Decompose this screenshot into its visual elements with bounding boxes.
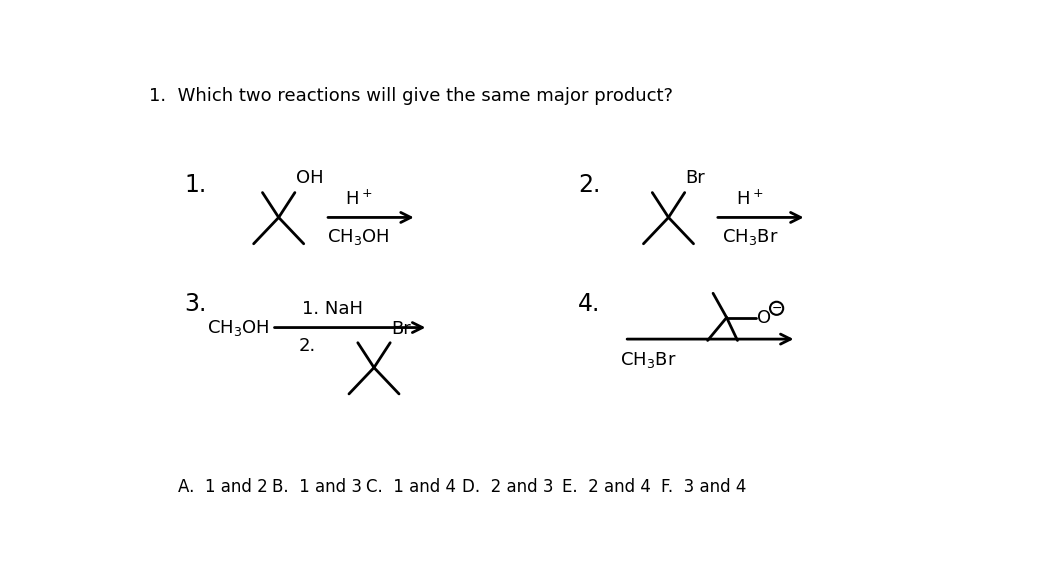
Text: H$^+$: H$^+$ <box>345 189 372 208</box>
Text: 1.  Which two reactions will give the same major product?: 1. Which two reactions will give the sam… <box>150 86 673 104</box>
Text: O: O <box>757 309 771 327</box>
Text: CH$_3$Br: CH$_3$Br <box>619 350 676 370</box>
Text: 1. NaH: 1. NaH <box>302 300 363 318</box>
Text: B.  1 and 3: B. 1 and 3 <box>272 478 362 496</box>
Text: −: − <box>771 302 782 315</box>
Text: 3.: 3. <box>184 292 207 317</box>
Text: F.  3 and 4: F. 3 and 4 <box>661 478 746 496</box>
Text: H$^+$: H$^+$ <box>737 189 764 208</box>
Text: C.  1 and 4: C. 1 and 4 <box>367 478 456 496</box>
Text: OH: OH <box>296 169 323 187</box>
Text: Br: Br <box>686 169 705 187</box>
Text: Br: Br <box>391 320 410 338</box>
Text: 1.: 1. <box>184 173 207 197</box>
Text: CH$_3$OH: CH$_3$OH <box>208 318 270 338</box>
Text: 2.: 2. <box>299 337 316 355</box>
Text: D.  2 and 3: D. 2 and 3 <box>461 478 553 496</box>
Text: 2.: 2. <box>578 173 601 197</box>
Text: CH$_3$OH: CH$_3$OH <box>327 227 390 246</box>
Text: E.  2 and 4: E. 2 and 4 <box>561 478 650 496</box>
Text: CH$_3$Br: CH$_3$Br <box>722 227 778 246</box>
Text: 4.: 4. <box>578 292 601 317</box>
Text: A.  1 and 2: A. 1 and 2 <box>178 478 268 496</box>
